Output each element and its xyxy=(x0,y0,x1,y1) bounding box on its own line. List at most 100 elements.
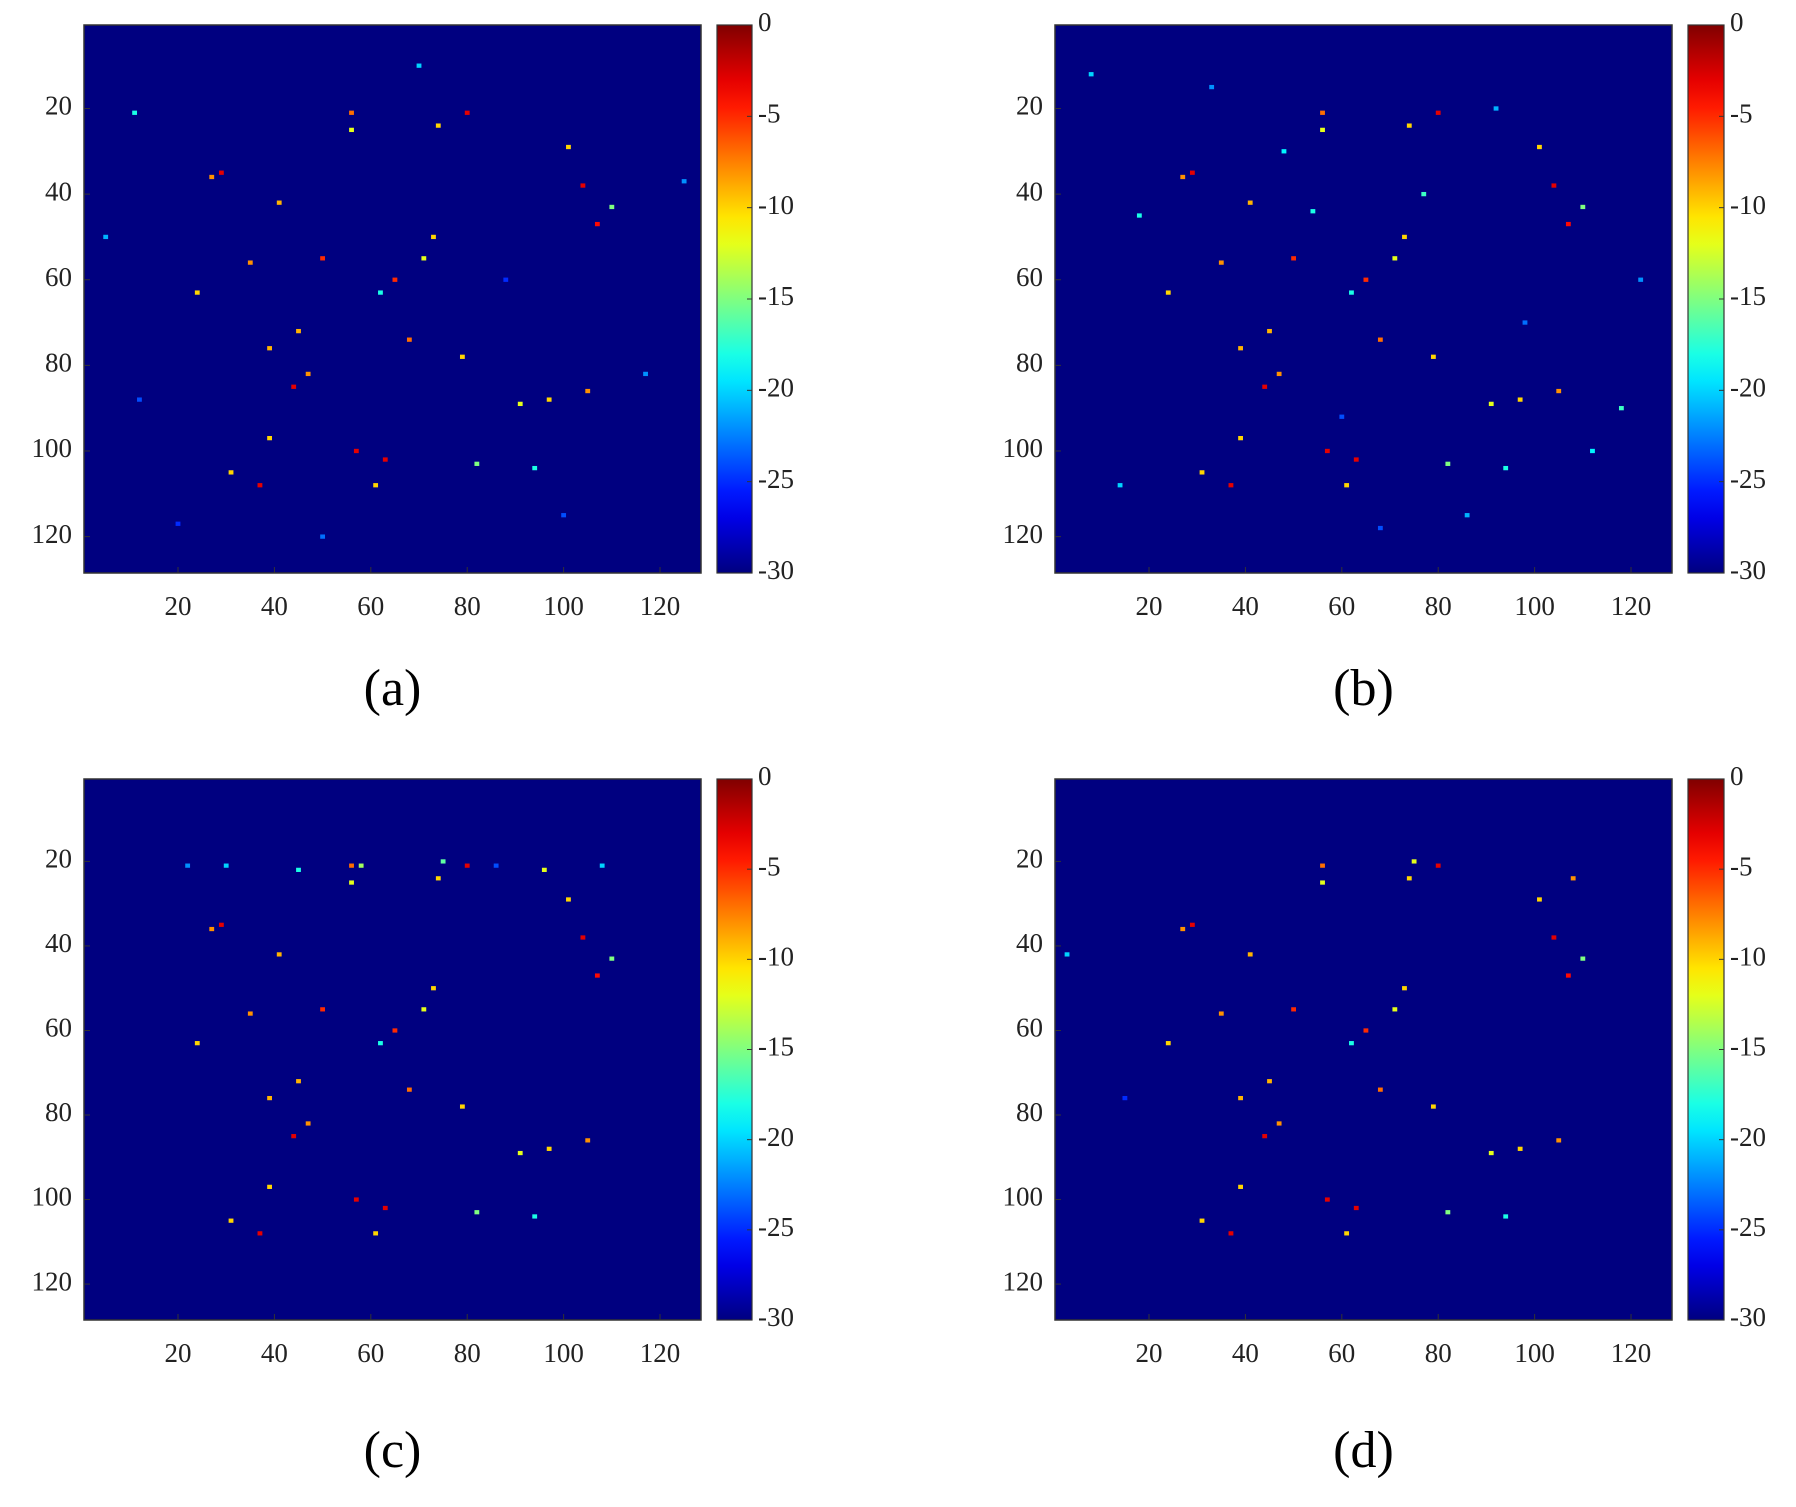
heatmap-cell xyxy=(474,1210,480,1215)
x-tick-label: 80 xyxy=(454,1338,481,1368)
heatmap-cell xyxy=(378,290,383,295)
colorbar-tick-label: 0 xyxy=(758,761,772,791)
heatmap-cell xyxy=(267,436,272,441)
colorbar-tick-label: -20 xyxy=(1730,373,1766,403)
heatmap-cell xyxy=(1320,127,1325,133)
colorbar-tick-label: -30 xyxy=(1730,555,1766,585)
colorbar-tick-label: -20 xyxy=(1730,1122,1766,1152)
heatmap-cell xyxy=(566,897,571,902)
colorbar-tick-label: -30 xyxy=(1730,1302,1766,1332)
heatmap-cell xyxy=(218,922,224,927)
heatmap-cell xyxy=(1537,144,1542,150)
heatmap-cell xyxy=(103,234,109,240)
x-tick-label: 20 xyxy=(164,591,191,621)
heatmap-cell xyxy=(1445,1210,1451,1215)
heatmap-cell xyxy=(1199,470,1205,475)
heatmap-cell xyxy=(1276,1121,1282,1126)
heatmap-cell xyxy=(1165,1041,1171,1046)
heatmap-cell xyxy=(1281,149,1287,154)
y-tick-label: 40 xyxy=(45,928,72,958)
heatmap-cell xyxy=(464,110,470,115)
colorbar-tick-label: -30 xyxy=(758,1302,794,1332)
heatmap-cell xyxy=(609,204,615,210)
colorbar-tick-label: -10 xyxy=(1730,190,1766,220)
heatmap-cell xyxy=(474,461,480,466)
heatmap-cell xyxy=(566,144,571,150)
heatmap-cell xyxy=(1339,414,1345,419)
heatmap-cell xyxy=(1551,183,1557,188)
heatmap-cell xyxy=(247,1011,253,1016)
heatmap-cell xyxy=(546,397,552,402)
heatmap-cell xyxy=(421,1007,427,1012)
colorbar xyxy=(1687,24,1725,574)
heatmap-cell xyxy=(561,513,567,518)
heatmap-cell xyxy=(392,1028,398,1033)
axes-frame xyxy=(83,778,702,1321)
heatmap-cell xyxy=(194,290,200,295)
y-tick-label: 100 xyxy=(32,1182,73,1212)
heatmap-cell xyxy=(1310,209,1316,214)
heatmap-cell xyxy=(1551,935,1557,940)
heatmap-cell xyxy=(296,1079,301,1084)
heatmap-cell xyxy=(1238,1095,1243,1101)
heatmap-cell xyxy=(1349,1041,1354,1046)
heatmap-cell xyxy=(1228,483,1234,488)
colorbar-tick-label: -5 xyxy=(758,851,781,881)
heatmap-cell xyxy=(1406,123,1412,128)
heatmap-cell xyxy=(594,221,600,227)
heatmap-cell xyxy=(532,465,538,471)
heatmap-cell xyxy=(1324,1197,1330,1202)
heatmap-cell xyxy=(1262,384,1268,389)
heatmap-background xyxy=(1055,779,1672,1320)
heatmap-cell xyxy=(1363,277,1369,282)
heatmap-cell xyxy=(431,234,436,240)
x-tick-label: 100 xyxy=(543,591,584,621)
heatmap-cell xyxy=(137,397,142,402)
heatmap-cell xyxy=(1262,1134,1268,1139)
colorbar-tick-label: -20 xyxy=(758,373,794,403)
heatmap-cell xyxy=(1238,1184,1243,1189)
heatmap-cell xyxy=(1517,397,1523,402)
colorbar-tick-label: -5 xyxy=(1730,851,1753,881)
heatmap-cell xyxy=(1402,234,1407,240)
y-tick-label: 120 xyxy=(32,1266,73,1296)
colorbar-tick-label: -30 xyxy=(758,555,794,585)
heatmap-cell xyxy=(609,956,615,961)
y-tick-label: 100 xyxy=(1003,1182,1044,1212)
x-tick-label: 40 xyxy=(1232,1338,1259,1368)
heatmap-cell xyxy=(1406,876,1412,881)
heatmap-cell xyxy=(1421,191,1427,197)
heatmap-cell xyxy=(1238,436,1243,441)
y-tick-label: 20 xyxy=(1016,91,1043,121)
heatmap-cell xyxy=(358,863,364,868)
heatmap-cell xyxy=(296,867,301,872)
x-tick-label: 100 xyxy=(543,1338,584,1368)
heatmap-cell xyxy=(353,448,359,454)
y-tick-label: 60 xyxy=(45,1013,72,1043)
heatmap-cell xyxy=(1218,260,1224,265)
colorbar-tick-label: -15 xyxy=(1730,281,1766,311)
heatmap-cell xyxy=(1580,956,1586,961)
axes-frame xyxy=(1054,778,1673,1321)
heatmap-cell xyxy=(320,534,326,539)
heatmap-cell xyxy=(532,1214,538,1219)
heatmap-cell xyxy=(1136,213,1142,218)
heatmap-cell xyxy=(1503,465,1509,471)
x-tick-label: 100 xyxy=(1514,591,1555,621)
y-tick-label: 100 xyxy=(32,433,73,463)
heatmap-cell xyxy=(1320,110,1325,115)
y-tick-label: 120 xyxy=(32,519,73,549)
heatmap-cell xyxy=(1122,1095,1128,1101)
heatmap-cell xyxy=(392,277,398,282)
heatmap-cell xyxy=(1320,863,1325,868)
heatmap-cell xyxy=(1435,863,1441,868)
heatmap-cell xyxy=(209,926,215,932)
panel-label: (d) xyxy=(1333,1422,1394,1479)
heatmap-cell xyxy=(459,1104,465,1109)
heatmap-cell xyxy=(1638,277,1644,282)
heatmap-cell xyxy=(643,371,648,377)
heatmap-cell xyxy=(1392,1007,1398,1012)
colorbar-tick-label: -20 xyxy=(758,1122,794,1152)
heatmap-cell xyxy=(1267,328,1272,334)
x-tick-label: 80 xyxy=(454,591,481,621)
